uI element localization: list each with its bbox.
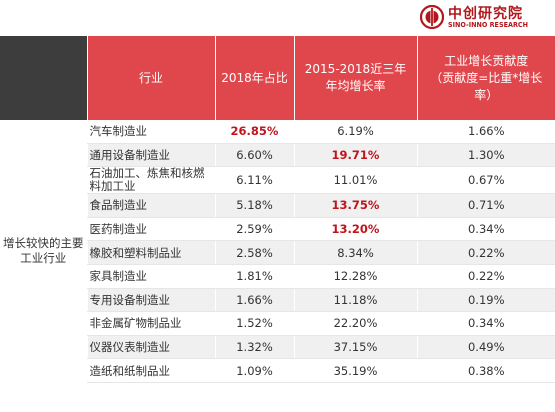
- table-row: 石油加工、炼焦和核燃料加工业 6.11% 11.01% 0.67%: [0, 166, 555, 195]
- cell-contribution: 0.38%: [416, 358, 555, 383]
- cell-share: 6.60%: [214, 143, 294, 168]
- cell-cagr: 11.18%: [293, 288, 417, 313]
- cell-share: 1.32%: [214, 335, 294, 360]
- cell-share: 1.81%: [214, 264, 294, 289]
- cell-industry: 家具制造业: [86, 264, 215, 289]
- cell-industry: 通用设备制造业: [86, 143, 215, 168]
- cell-share: 1.52%: [214, 311, 294, 336]
- cell-cagr: 37.15%: [293, 335, 417, 360]
- header-cagr-line2: 年均增长率: [325, 79, 386, 93]
- cell-contribution: 0.34%: [416, 217, 555, 242]
- cell-industry: 汽车制造业: [86, 120, 215, 144]
- table-row: 非金属矿物制品业 1.52% 22.20% 0.34%: [0, 311, 555, 336]
- cell-cagr: 22.20%: [293, 311, 417, 336]
- header-corner: [0, 36, 87, 120]
- cell-industry: 仪器仪表制造业: [86, 335, 215, 360]
- cell-contribution: 0.34%: [416, 311, 555, 336]
- cell-cagr: 8.34%: [293, 240, 417, 265]
- table-row: 造纸和纸制品业 1.09% 35.19% 0.38%: [0, 358, 555, 383]
- table-row: 仪器仪表制造业 1.32% 37.15% 0.49%: [0, 335, 555, 360]
- cell-contribution: 0.67%: [416, 166, 555, 195]
- header-cagr: 2015-2018近三年 年均增长率: [293, 36, 417, 120]
- header-share-2018: 2018年占比: [214, 36, 294, 120]
- cell-industry: 橡胶和塑料制品业: [86, 240, 215, 265]
- cell-cagr: 35.19%: [293, 358, 417, 383]
- table-row: 专用设备制造业 1.66% 11.18% 0.19%: [0, 288, 555, 313]
- cell-contribution: 0.71%: [416, 193, 555, 218]
- cell-cagr: 13.20%: [293, 217, 417, 242]
- logo-emblem-icon: [420, 5, 444, 29]
- cell-cagr: 19.71%: [293, 143, 417, 168]
- header-industry: 行业: [86, 36, 215, 120]
- sino-inno-logo: 中创研究院 SINO-INNO RESEARCH: [420, 3, 548, 33]
- cell-cagr: 6.19%: [293, 120, 417, 144]
- cell-cagr: 12.28%: [293, 264, 417, 289]
- table-row: 橡胶和塑料制品业 2.58% 8.34% 0.22%: [0, 240, 555, 265]
- header-cagr-line1: 2015-2018近三年: [304, 62, 407, 76]
- cell-share: 2.58%: [214, 240, 294, 265]
- table-row: 家具制造业 1.81% 12.28% 0.22%: [0, 264, 555, 289]
- group-label: 增长较快的主要工业行业: [0, 120, 87, 383]
- cell-share: 6.11%: [214, 166, 294, 195]
- cell-contribution: 0.22%: [416, 240, 555, 265]
- cell-contribution: 1.30%: [416, 143, 555, 168]
- header-contribution: 工业增长贡献度 （贡献度=比重*增长率）: [416, 36, 555, 120]
- table-header-row: 行业 2018年占比 2015-2018近三年 年均增长率 工业增长贡献度 （贡…: [0, 36, 555, 120]
- cell-share: 26.85%: [214, 120, 294, 144]
- header-contribution-line1: 工业增长贡献度: [444, 53, 529, 68]
- table-row: 医药制造业 2.59% 13.20% 0.34%: [0, 217, 555, 242]
- logo-subtitle: SINO-INNO RESEARCH: [448, 21, 529, 29]
- cell-share: 2.59%: [214, 217, 294, 242]
- cell-contribution: 0.22%: [416, 264, 555, 289]
- cell-contribution: 1.66%: [416, 120, 555, 144]
- cell-industry: 造纸和纸制品业: [86, 358, 215, 383]
- cell-contribution: 0.49%: [416, 335, 555, 360]
- cell-industry: 非金属矿物制品业: [86, 311, 215, 336]
- header-contribution-line2: （贡献度=比重*增长率）: [430, 70, 543, 102]
- cell-industry: 专用设备制造业: [86, 288, 215, 313]
- table-row: 增长较快的主要工业行业 汽车制造业 26.85% 6.19% 1.66%: [0, 120, 555, 383]
- cell-cagr: 11.01%: [293, 166, 417, 195]
- cell-share: 5.18%: [214, 193, 294, 218]
- cell-contribution: 0.19%: [416, 288, 555, 313]
- industry-growth-table: 行业 2018年占比 2015-2018近三年 年均增长率 工业增长贡献度 （贡…: [0, 36, 555, 383]
- table-row: 食品制造业 5.18% 13.75% 0.71%: [0, 193, 555, 218]
- logo-name: 中创研究院: [448, 6, 523, 22]
- cell-cagr: 13.75%: [293, 193, 417, 218]
- cell-industry: 食品制造业: [86, 193, 215, 218]
- cell-share: 1.09%: [214, 358, 294, 383]
- cell-share: 1.66%: [214, 288, 294, 313]
- cell-industry: 石油加工、炼焦和核燃料加工业: [86, 166, 215, 195]
- table-row: 通用设备制造业 6.60% 19.71% 1.30%: [0, 143, 555, 168]
- cell-industry: 医药制造业: [86, 217, 215, 242]
